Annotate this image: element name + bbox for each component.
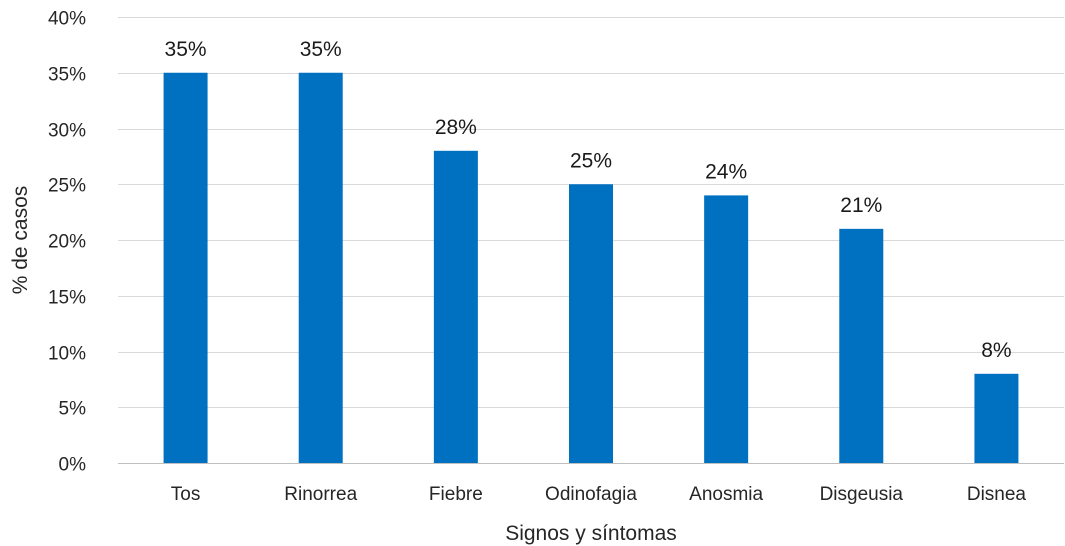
- y-tick-label: 40%: [48, 9, 86, 30]
- bar-odinofagia: [569, 184, 613, 463]
- bar-disnea: [974, 373, 1019, 463]
- x-axis-title: Signos y síntomas: [505, 522, 677, 545]
- x-tick-label: Rinorrea: [284, 484, 357, 505]
- x-tick-label: Fiebre: [429, 484, 483, 505]
- bar-rinorrea: [298, 72, 343, 463]
- bar-disgeusia: [839, 228, 884, 463]
- y-tick-label: 15%: [48, 288, 86, 309]
- bar-tos: [163, 72, 208, 463]
- x-tick-label: Tos: [171, 484, 201, 505]
- x-tick-label: Disnea: [967, 484, 1027, 505]
- data-label: 25%: [570, 149, 612, 172]
- y-tick-label: 35%: [48, 65, 86, 86]
- data-label: 28%: [435, 116, 477, 139]
- x-tick-label: Anosmia: [689, 484, 763, 505]
- y-axis-title: % de casos: [9, 186, 32, 295]
- x-tick-label: Disgeusia: [820, 484, 904, 505]
- bar-fiebre: [433, 150, 478, 464]
- y-tick-label: 30%: [48, 121, 86, 142]
- y-tick-label: 0%: [59, 455, 87, 476]
- x-axis: Tos Rinorrea Fiebre Odinofagia Anosmia Disgeu…: [171, 484, 1027, 505]
- bars: [163, 72, 1019, 464]
- data-label: 8%: [981, 339, 1011, 362]
- x-tick-label: Odinofagia: [545, 484, 637, 505]
- y-tick-label: 5%: [59, 399, 87, 420]
- data-label: 35%: [165, 38, 207, 61]
- y-axis: 0% 5% 10% 15% 20% 25% 30% 35% 40%: [48, 9, 86, 476]
- data-label: 35%: [300, 38, 342, 61]
- bar-anosmia: [704, 195, 749, 463]
- y-tick-label: 20%: [48, 232, 86, 253]
- data-labels: 35% 35% 28% 25% 24% 21% 8%: [165, 38, 1012, 362]
- y-tick-label: 25%: [48, 176, 86, 197]
- y-tick-label: 10%: [48, 344, 86, 365]
- data-label: 24%: [705, 160, 747, 183]
- data-label: 21%: [840, 194, 882, 217]
